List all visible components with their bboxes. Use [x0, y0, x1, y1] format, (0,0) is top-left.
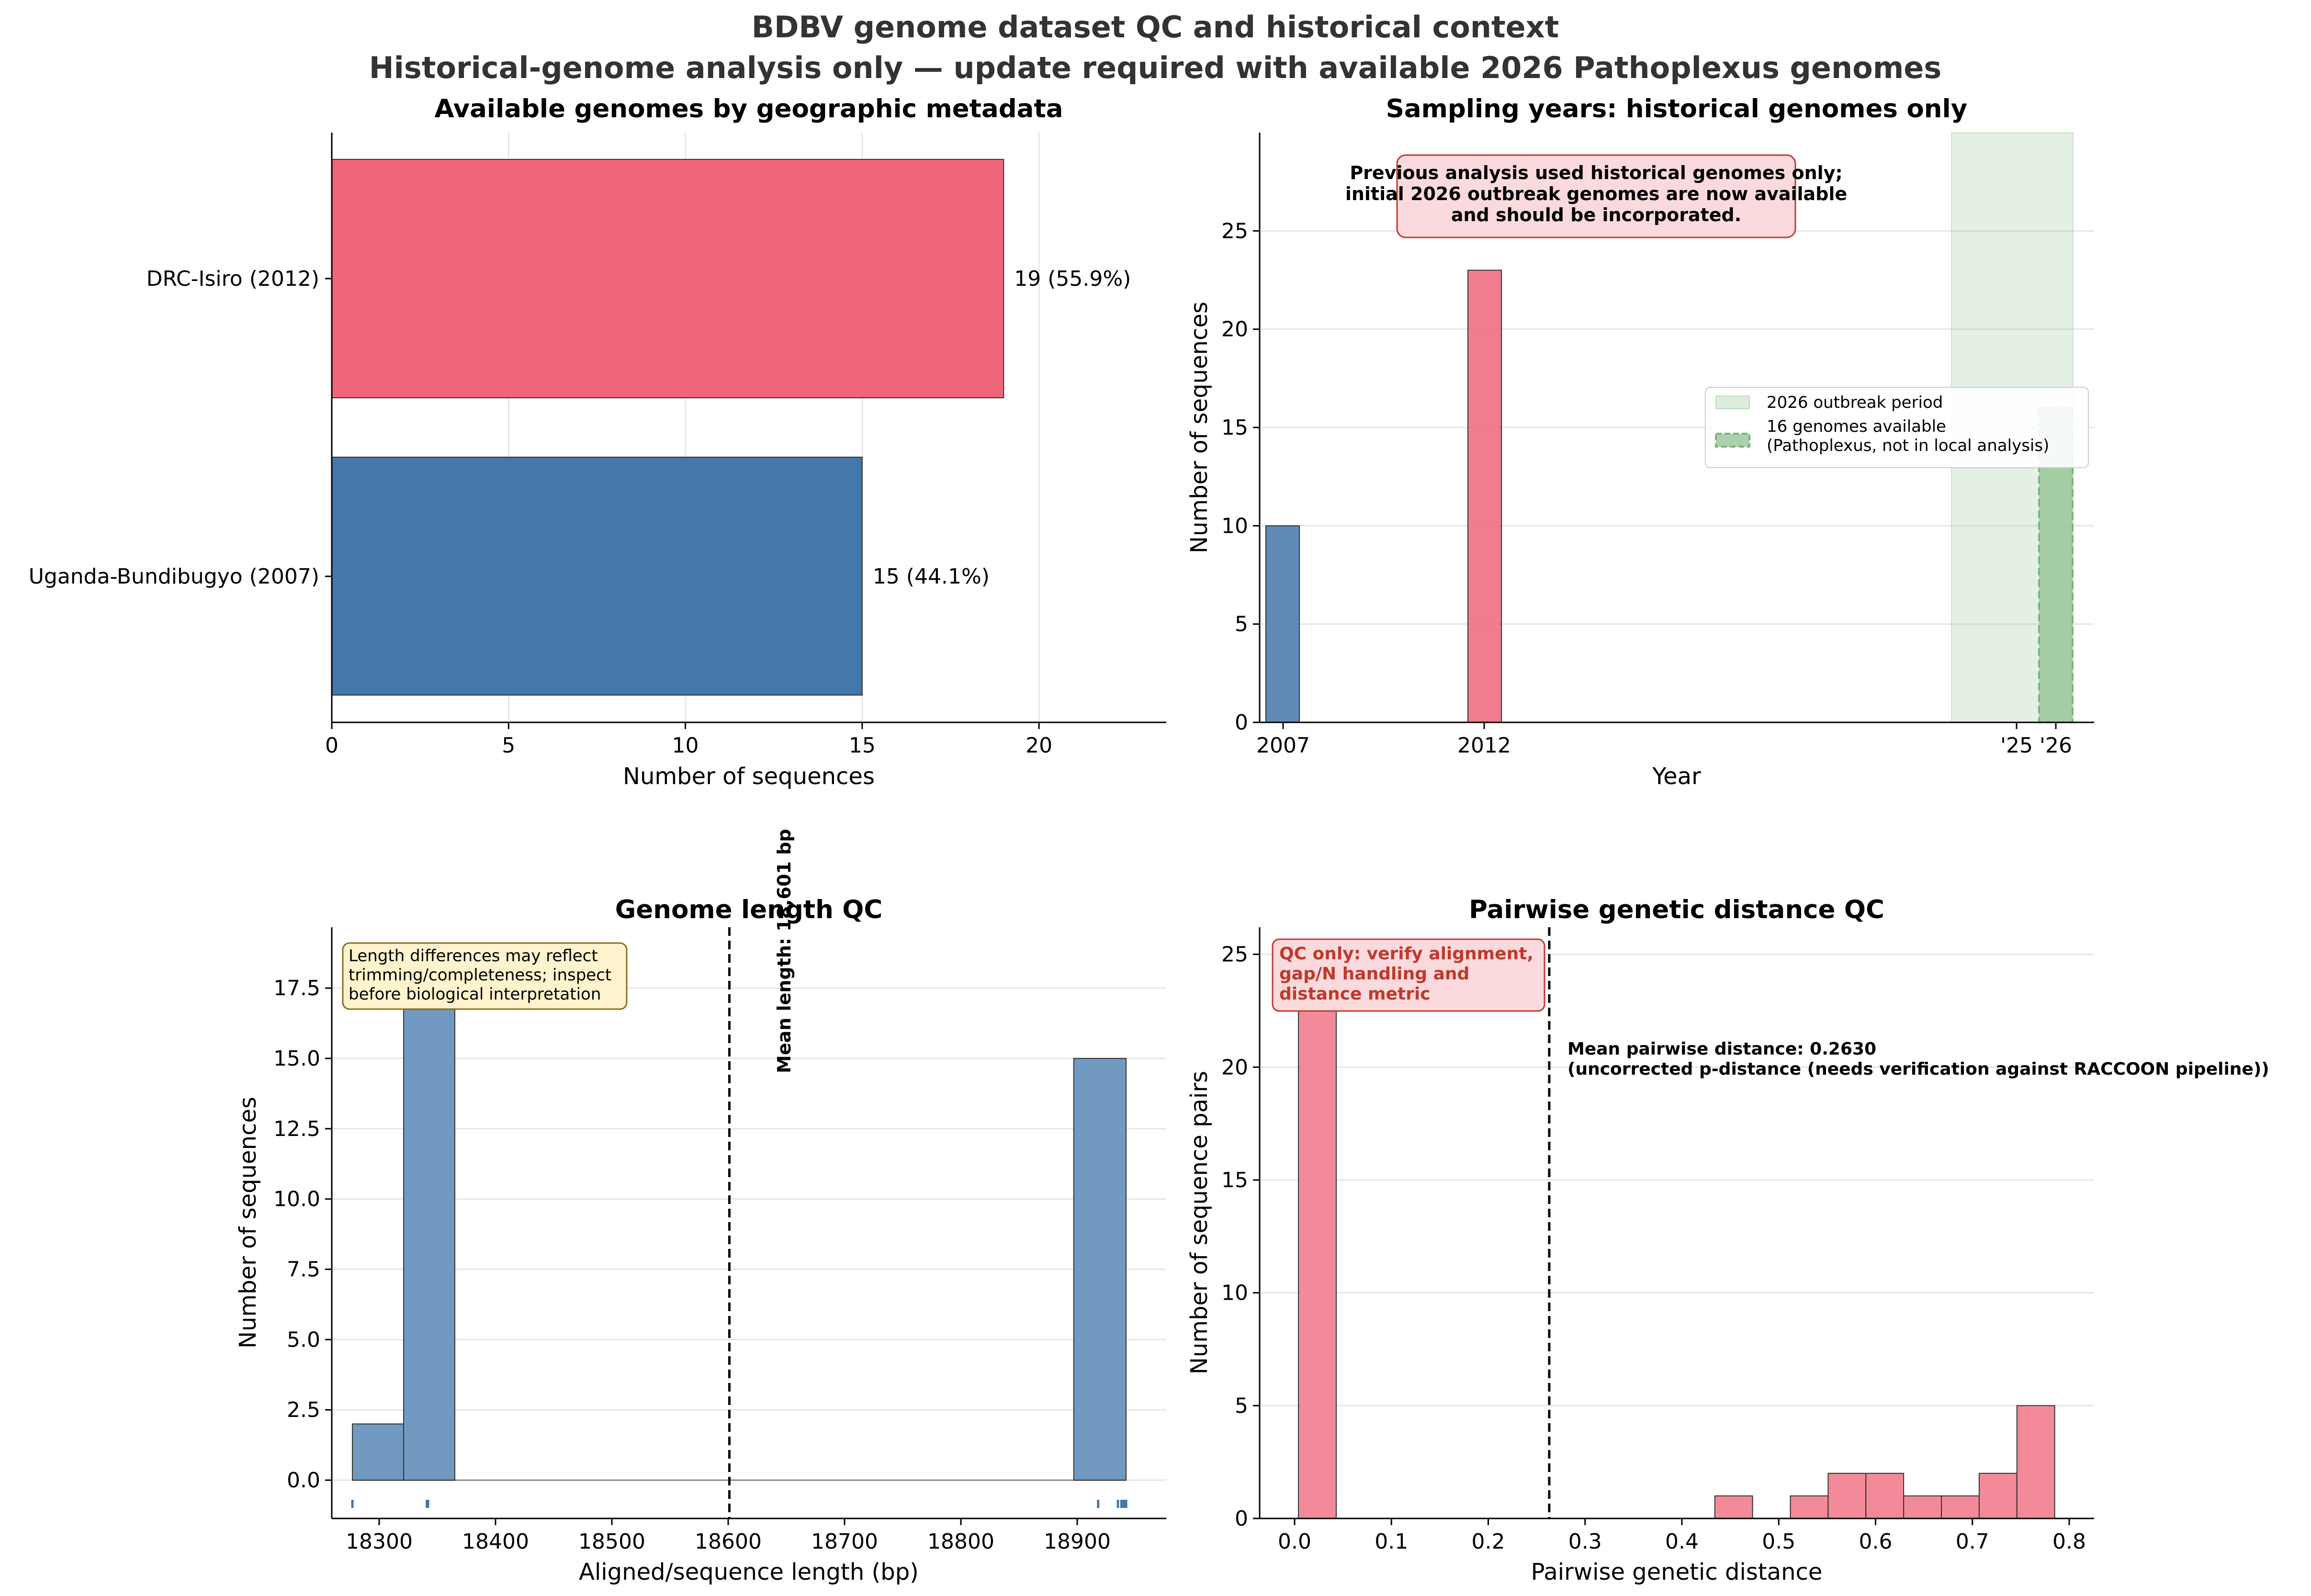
y-tick-label: 7.5 [287, 1258, 320, 1282]
y-tick-label: 25 [1221, 943, 1248, 967]
x-tick-label: 20 [1026, 733, 1052, 758]
legend-swatch-2026 [1715, 433, 1750, 448]
bar [331, 159, 1004, 398]
legend-swatch-outbreak [1715, 395, 1750, 409]
bar [331, 457, 863, 696]
x-tick-label: '26 [2040, 733, 2072, 758]
y-tick-label: 0 [1235, 710, 1248, 735]
histogram-bar [352, 1423, 405, 1481]
figure-title-line2: Historical-genome analysis only — update… [369, 50, 1942, 85]
y-category-label: Uganda-Bundibugyo (2007) [29, 564, 319, 589]
histogram-bar [2016, 1405, 2055, 1519]
y-tick-label: 10 [1221, 1281, 1248, 1305]
x-tick-label: 0.3 [1568, 1529, 1602, 1554]
x-axis-label: Year [1652, 763, 1701, 790]
panel-pairwise-distance-qc: Mean pairwise distance: 0.2630 (uncorrect… [1186, 895, 2269, 1585]
y-tick-label: 15.0 [273, 1046, 320, 1071]
y-tick-label: 20 [1221, 317, 1248, 342]
legend-box [1705, 387, 2089, 468]
y-tick-label: 15 [1221, 416, 1248, 440]
figure-title-line1: BDBV genome dataset QC and historical co… [752, 10, 1559, 45]
panel-sampling-years: 0 5 10 15 20 25 2007 2012 '25 '26 Previous analysi… [1186, 94, 2094, 790]
y-tick-label: 20 [1221, 1055, 1248, 1079]
chart-title: Genome length QC [615, 895, 882, 924]
histogram-bar [1941, 1495, 1980, 1519]
histogram-bar [1865, 1472, 1905, 1519]
x-tick-label: '25 [2000, 733, 2033, 758]
histogram-bar [1298, 954, 1337, 1519]
legend-label: 2026 outbreak period [1767, 393, 1943, 412]
histogram-bar [1903, 1495, 1942, 1519]
annotation-box [1396, 154, 1796, 238]
x-tick-label: 18800 [927, 1529, 994, 1554]
legend-label: 16 genomes available (Pathoplexus, not in… [1767, 417, 2049, 455]
y-axis-label: Number of sequences [1186, 302, 1213, 553]
x-tick-label: 5 [502, 733, 515, 758]
x-tick-label: 0.6 [1859, 1529, 1893, 1554]
x-tick-label: 2007 [1256, 733, 1310, 758]
chart-title: Pairwise genetic distance QC [1469, 895, 1884, 924]
histogram-bar [403, 1001, 455, 1481]
x-tick-label: 0.8 [2052, 1529, 2086, 1554]
histogram-bar [1073, 1058, 1127, 1481]
x-axis-label: Number of sequences [623, 763, 875, 790]
x-tick-label: 0.4 [1665, 1529, 1699, 1554]
y-tick-label: 0 [1235, 1506, 1248, 1531]
y-tick-label: 2.5 [287, 1398, 320, 1422]
histogram-bar [1714, 1495, 1753, 1519]
y-tick-label: 12.5 [273, 1117, 320, 1141]
x-tick-label: 18600 [695, 1529, 762, 1554]
x-tick-label: 15 [849, 733, 876, 758]
x-tick-label: 0.0 [1278, 1529, 1311, 1554]
y-tick-label: 25 [1221, 219, 1248, 243]
bar-value-label: 15 (44.1%) [873, 564, 990, 589]
annotation-text: Previous analysis used historical genome… [1345, 162, 1847, 225]
annotation-text: Length differences may reflect trimming/c… [349, 946, 611, 1004]
x-tick-label: 2012 [1457, 733, 1511, 758]
mean-distance-label: Mean pairwise distance: 0.2630 (uncorrect… [1567, 1039, 2269, 1079]
y-tick-label: 0.0 [287, 1468, 320, 1493]
chart-title: Available genomes by geographic metadata [434, 94, 1063, 124]
bar-value-label: 19 (55.9%) [1014, 267, 1131, 291]
panel-genome-length-qc: Mean length: 18,601 bp 0.0 2.5 5.0 7.5 10.0 12… [235, 829, 1166, 1585]
x-tick-label: 0.7 [1956, 1529, 1989, 1554]
annotation-box [1272, 938, 1545, 1012]
bar [1265, 525, 1300, 723]
annotation-text: QC only: verify alignment, gap/N handling… [1279, 944, 1533, 1004]
y-tick-label: 5 [1235, 1394, 1248, 1418]
x-tick-label: 18500 [578, 1529, 645, 1554]
x-tick-label: 18300 [346, 1529, 413, 1554]
mean-length-label: Mean length: 18,601 bp [774, 829, 795, 1073]
x-tick-label: 18400 [462, 1529, 529, 1554]
x-tick-label: 10 [672, 733, 699, 758]
histogram-bar [1790, 1495, 1829, 1519]
histogram-bar [1827, 1472, 1867, 1519]
x-axis-label: Aligned/sequence length (bp) [579, 1559, 919, 1585]
x-tick-label: 0 [325, 733, 338, 758]
annotation-box [342, 942, 628, 1010]
histogram-bar [1978, 1472, 2018, 1519]
y-category-label: DRC-Isiro (2012) [147, 267, 319, 291]
y-tick-label: 10.0 [273, 1187, 320, 1212]
x-tick-label: 18900 [1044, 1529, 1111, 1554]
y-tick-label: 5 [1235, 612, 1248, 637]
x-tick-label: 0.5 [1762, 1529, 1795, 1554]
x-tick-label: 0.2 [1472, 1529, 1505, 1554]
x-axis-label: Pairwise genetic distance [1531, 1559, 1823, 1585]
x-tick-label: 0.1 [1375, 1529, 1408, 1554]
x-tick-label: 18700 [811, 1529, 878, 1554]
y-tick-label: 17.5 [273, 976, 320, 1000]
bar [1467, 270, 1502, 723]
chart-title: Sampling years: historical genomes only [1386, 94, 1968, 124]
y-axis-label: Number of sequences [235, 1097, 261, 1349]
y-tick-label: 15 [1221, 1168, 1248, 1192]
y-axis-label: Number of sequence pairs [1186, 1071, 1213, 1374]
y-tick-label: 5.0 [287, 1327, 320, 1352]
y-tick-label: 10 [1221, 514, 1248, 538]
panel-genomes-by-geography: 19 (55.9%) DRC-Isiro (2012) 15 (44.1%) Ugan… [29, 94, 1166, 790]
